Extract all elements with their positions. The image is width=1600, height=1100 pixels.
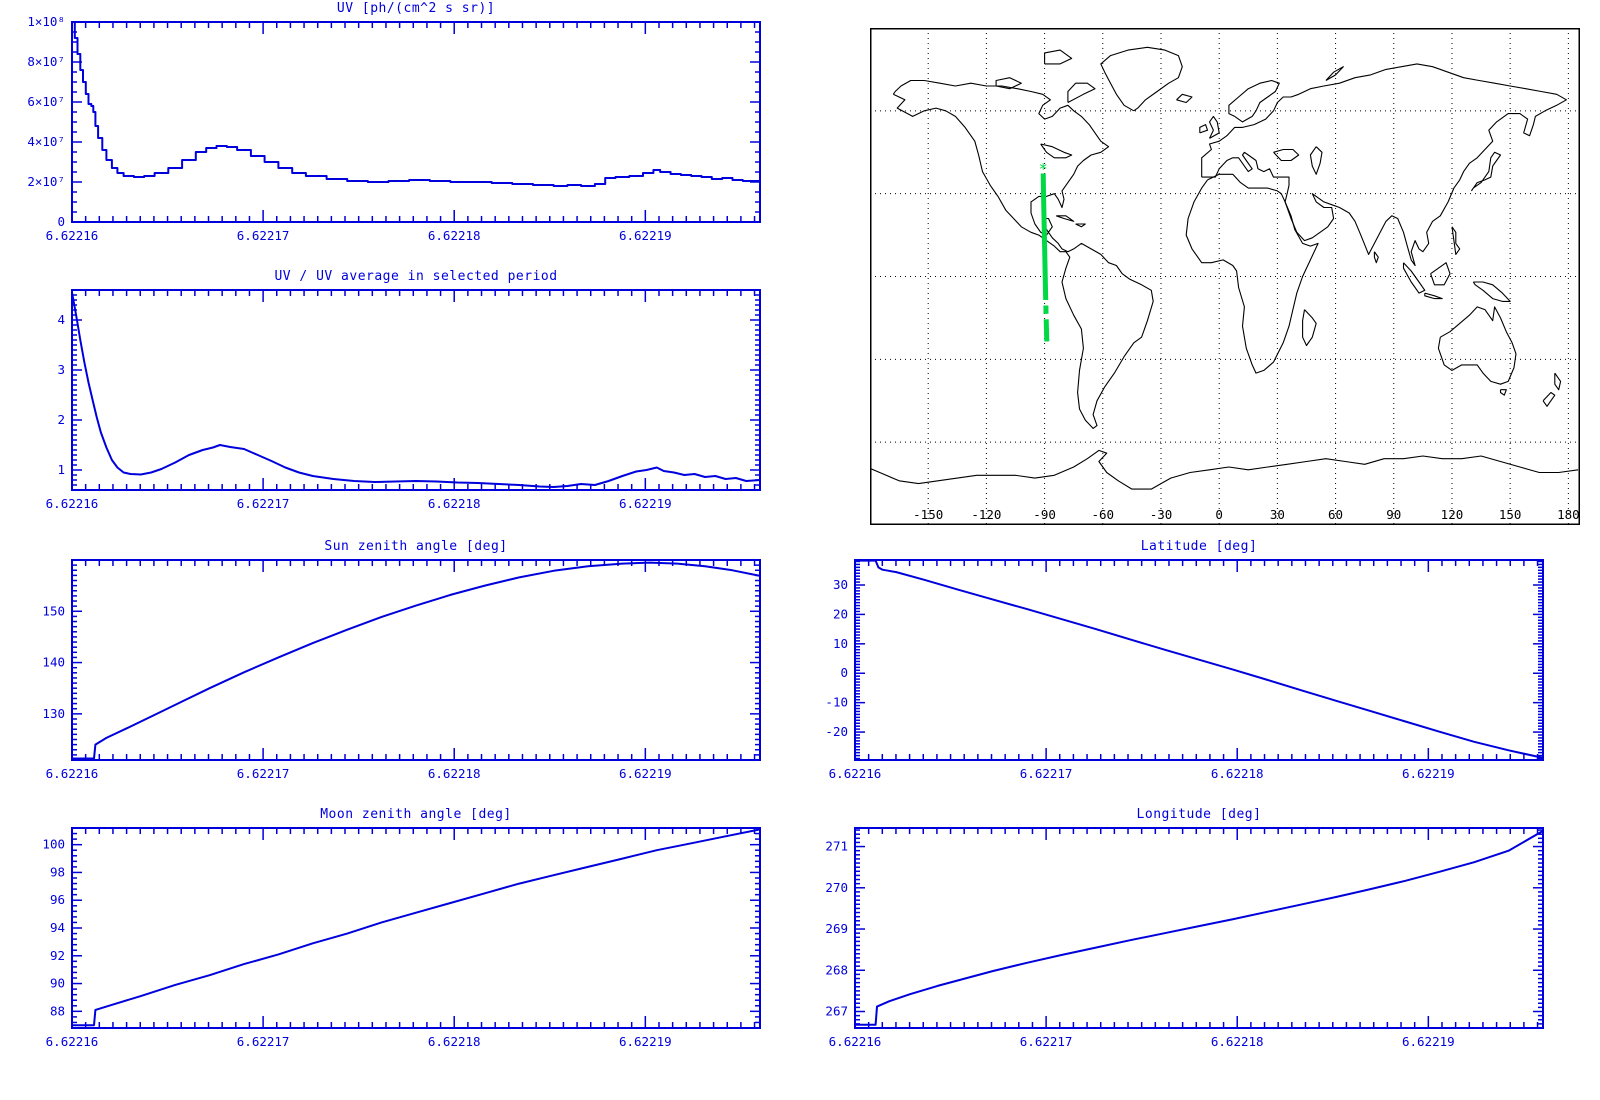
- uv-chart-title: UV [ph/(cm^2 s sr)]: [336, 1, 496, 16]
- svg-text:90: 90: [50, 976, 65, 991]
- svg-text:268: 268: [825, 962, 848, 977]
- svg-text:140: 140: [42, 655, 65, 670]
- svg-text:96: 96: [50, 892, 65, 907]
- svg-text:150: 150: [1499, 507, 1522, 522]
- svg-text:6×10⁷: 6×10⁷: [27, 94, 65, 109]
- svg-text:0: 0: [1215, 507, 1223, 522]
- svg-text:2×10⁷: 2×10⁷: [27, 174, 65, 189]
- svg-text:6.62216: 6.62216: [46, 228, 99, 243]
- longitude-chart-title: Longitude [deg]: [1136, 807, 1262, 822]
- svg-text:6.62218: 6.62218: [1211, 766, 1264, 781]
- uv-chart-canvas: 6.62216 6.62217 6.62218 6.62219 1×10⁸ 8×10⁷ 6×…: [27, 14, 761, 243]
- moon-zenith-chart: Moon zenith angle [deg] 6.62216 6.62217 6.…: [42, 807, 761, 1049]
- svg-text:6.62216: 6.62216: [46, 496, 99, 511]
- svg-text:269: 269: [825, 921, 848, 936]
- svg-text:120: 120: [1441, 507, 1464, 522]
- svg-text:6.62219: 6.62219: [619, 228, 672, 243]
- longitude-chart-canvas: 6.62216 6.62217 6.62218 6.62219 271 270 269 268…: [825, 827, 1544, 1049]
- svg-text:150: 150: [42, 603, 65, 618]
- svg-text:0: 0: [57, 214, 65, 229]
- svg-text:6.62216: 6.62216: [46, 766, 99, 781]
- svg-text:6.62217: 6.62217: [237, 228, 290, 243]
- svg-text:-30: -30: [1150, 507, 1173, 522]
- sun-zenith-chart: Sun zenith angle [deg] 6.62216 6.62217 6.6…: [42, 539, 761, 781]
- svg-text:6.62219: 6.62219: [1402, 1034, 1455, 1049]
- svg-text:2: 2: [57, 412, 65, 427]
- svg-text:6.62218: 6.62218: [428, 496, 481, 511]
- svg-text:4: 4: [57, 312, 65, 327]
- svg-text:6.62216: 6.62216: [829, 1034, 882, 1049]
- svg-text:6.62217: 6.62217: [237, 766, 290, 781]
- svg-text:6.62218: 6.62218: [1211, 1034, 1264, 1049]
- sun-zenith-chart-canvas: 6.62216 6.62217 6.62218 6.62219 150 140 130: [42, 559, 761, 781]
- svg-text:90: 90: [1386, 507, 1401, 522]
- world-map: * -150 -120 -90 -60 -30 0 30 60 90 120 150 180: [870, 28, 1580, 525]
- latitude-chart: Latitude [deg] 6.62216 6.62217 6.62218 6.62…: [825, 539, 1544, 781]
- svg-text:6.62219: 6.62219: [1402, 766, 1455, 781]
- svg-text:94: 94: [50, 920, 65, 935]
- latitude-chart-title: Latitude [deg]: [1140, 539, 1258, 554]
- svg-text:88: 88: [50, 1003, 65, 1018]
- uv-ratio-chart-title: UV / UV average in selected period: [274, 269, 558, 284]
- uv-ratio-chart: UV / UV average in selected period 6.622…: [46, 269, 761, 511]
- svg-text:60: 60: [1328, 507, 1343, 522]
- svg-text:92: 92: [50, 948, 65, 963]
- svg-text:6.62217: 6.62217: [1020, 766, 1073, 781]
- moon-zenith-chart-canvas: 6.62216 6.62217 6.62218 6.62219 100 98 96 94 92 9…: [42, 827, 761, 1049]
- world-map-canvas: * -150 -120 -90 -60 -30 0 30 60 90 120 150 180: [870, 28, 1580, 525]
- svg-text:20: 20: [833, 606, 848, 621]
- svg-text:-60: -60: [1091, 507, 1114, 522]
- svg-text:1×10⁸: 1×10⁸: [27, 14, 65, 29]
- svg-text:-10: -10: [825, 695, 848, 710]
- svg-text:6.62219: 6.62219: [619, 766, 672, 781]
- svg-text:6.62218: 6.62218: [428, 1034, 481, 1049]
- svg-text:6.62217: 6.62217: [237, 1034, 290, 1049]
- svg-text:*: *: [1039, 160, 1048, 178]
- svg-text:-20: -20: [825, 724, 848, 739]
- svg-text:1: 1: [57, 462, 65, 477]
- svg-text:4×10⁷: 4×10⁷: [27, 134, 65, 149]
- svg-text:-150: -150: [913, 507, 943, 522]
- svg-text:6.62218: 6.62218: [428, 228, 481, 243]
- uv-ratio-chart-canvas: 6.62216 6.62217 6.62218 6.62219 4 3 2 1: [46, 289, 761, 511]
- svg-text:6.62217: 6.62217: [237, 496, 290, 511]
- svg-text:6.62218: 6.62218: [428, 766, 481, 781]
- svg-text:6.62216: 6.62216: [46, 1034, 99, 1049]
- svg-text:98: 98: [50, 864, 65, 879]
- svg-text:130: 130: [42, 706, 65, 721]
- sun-zenith-chart-title: Sun zenith angle [deg]: [324, 539, 508, 554]
- svg-text:6.62219: 6.62219: [619, 496, 672, 511]
- svg-text:6.62217: 6.62217: [1020, 1034, 1073, 1049]
- svg-text:3: 3: [57, 362, 65, 377]
- svg-text:8×10⁷: 8×10⁷: [27, 54, 65, 69]
- uv-chart: UV [ph/(cm^2 s sr)] 6.62216 6.62217 6.6221…: [27, 1, 761, 243]
- longitude-chart: Longitude [deg] 6.62216 6.62217 6.62218 6.6…: [825, 807, 1544, 1049]
- svg-text:270: 270: [825, 880, 848, 895]
- svg-text:267: 267: [825, 1004, 848, 1019]
- svg-text:6.62219: 6.62219: [619, 1034, 672, 1049]
- svg-text:10: 10: [833, 636, 848, 651]
- svg-text:0: 0: [840, 665, 848, 680]
- svg-text:30: 30: [833, 577, 848, 592]
- svg-text:-120: -120: [971, 507, 1001, 522]
- svg-text:180: 180: [1557, 507, 1580, 522]
- svg-text:271: 271: [825, 839, 848, 854]
- moon-zenith-chart-title: Moon zenith angle [deg]: [320, 807, 512, 822]
- svg-text:-90: -90: [1033, 507, 1056, 522]
- svg-text:30: 30: [1270, 507, 1285, 522]
- latitude-chart-canvas: 6.62216 6.62217 6.62218 6.62219 30 20 10 0 -10 -2…: [825, 559, 1544, 781]
- svg-text:6.62216: 6.62216: [829, 766, 882, 781]
- svg-text:100: 100: [42, 837, 65, 852]
